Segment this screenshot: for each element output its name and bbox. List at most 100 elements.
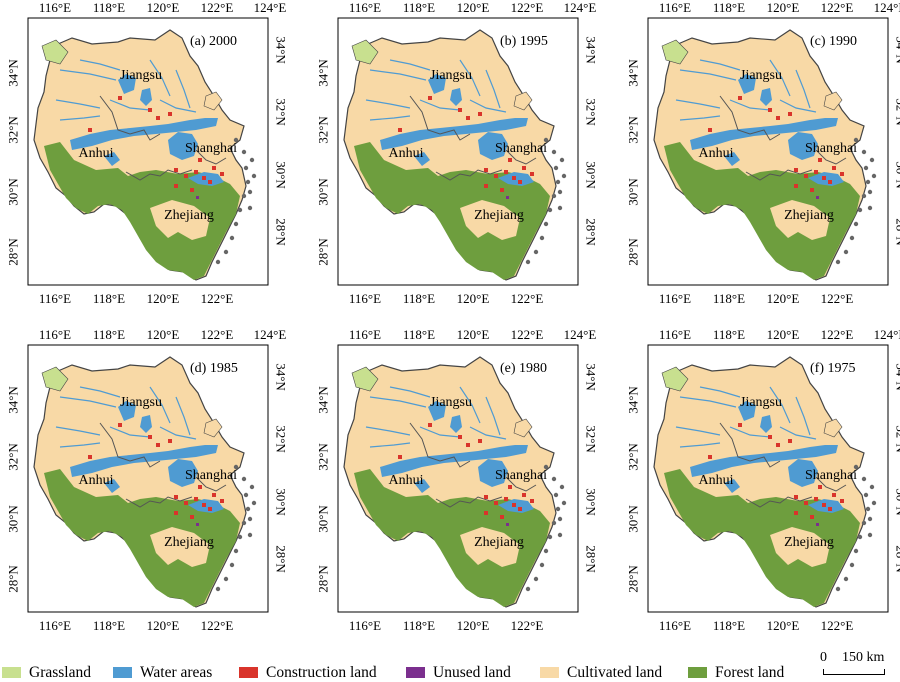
unused-land-patch: [196, 196, 199, 199]
island-dot: [533, 576, 539, 582]
panel-label: (c) 1990: [810, 34, 858, 49]
river-line: [59, 396, 117, 408]
river-line: [485, 396, 501, 436]
construction-land-patch: [788, 439, 792, 443]
province-border: [99, 422, 161, 468]
river-line: [365, 426, 411, 436]
island-dot: [247, 205, 253, 211]
construction-land-patch: [484, 168, 488, 172]
island-dot: [241, 476, 247, 482]
construction-land-patch: [174, 168, 178, 172]
land-use-map: [27, 17, 269, 286]
longitude-tick-top: 116°E: [348, 327, 382, 342]
construction-land-patch: [118, 96, 122, 100]
island-dot: [555, 506, 561, 512]
longitude-tick-bottom: 116°E: [658, 618, 692, 633]
latitude-tick-left: 34°N: [315, 386, 331, 414]
province-border: [505, 476, 537, 492]
construction-land-patch: [148, 108, 152, 112]
island-dot: [551, 193, 557, 199]
province-label-shanghai: Shanghai: [804, 141, 858, 156]
construction-land-patch: [494, 174, 498, 178]
island-dot: [557, 532, 563, 538]
latitude-tick-right: 34°N: [893, 363, 900, 391]
longitude-tick-top: 120°E: [766, 0, 800, 15]
island-dot: [251, 500, 257, 506]
longitude-tick-bottom: 118°E: [402, 291, 436, 306]
province-label-zhejiang: Zhejiang: [784, 535, 834, 550]
island-dot: [551, 520, 557, 526]
forest-land-area: [664, 142, 860, 280]
longitude-tick-bottom: 118°E: [92, 618, 126, 633]
island-dot: [245, 506, 251, 512]
longitude-tick-top: 120°E: [766, 327, 800, 342]
latitude-tick-right: 32°N: [273, 425, 289, 453]
island-dot: [247, 189, 253, 195]
unused-land-swatch: [406, 667, 425, 678]
construction-land-patch: [518, 507, 522, 511]
river-line: [55, 99, 101, 109]
island-dot: [247, 532, 253, 538]
river-line: [149, 59, 171, 97]
latitude-tick-left: 34°N: [315, 59, 331, 87]
island-dot: [867, 532, 873, 538]
latitude-tick-left: 32°N: [625, 443, 641, 471]
river-line: [699, 59, 741, 71]
island-dot: [557, 189, 563, 195]
island-dot: [861, 193, 867, 199]
province-label-zhejiang: Zhejiang: [164, 535, 214, 550]
water-area: [450, 88, 462, 106]
construction-land-patch: [194, 497, 198, 501]
water-areas-swatch: [113, 667, 132, 678]
water-area: [478, 459, 508, 487]
map-panel: 116°E 118°E 120°E 122°E 124°E 116°E 118°E 120°E…: [0, 327, 300, 657]
latitude-tick-left: 30°N: [625, 505, 641, 533]
latitude-tick-left: 28°N: [625, 238, 641, 266]
island-dot: [233, 137, 239, 143]
island-dot: [551, 476, 557, 482]
province-border: [125, 496, 193, 508]
island-dot: [543, 548, 549, 554]
island-dot: [241, 193, 247, 199]
construction-land-patch: [484, 184, 488, 188]
river-line: [369, 115, 411, 121]
grassland-area: [41, 366, 69, 392]
cultivated-land-patch: [770, 527, 830, 567]
construction-land-patch: [828, 180, 832, 184]
island-dot: [843, 249, 849, 255]
construction-land-patch: [788, 112, 792, 116]
island-dot: [553, 492, 559, 498]
longitude-tick-top: 120°E: [146, 327, 180, 342]
river-line: [419, 99, 461, 111]
construction-land-patch: [458, 435, 462, 439]
island-dot: [561, 173, 567, 179]
longitude-tick-top: 124°E: [563, 0, 597, 15]
water-area: [104, 152, 120, 166]
island-dot: [853, 137, 859, 143]
construction-land-patch: [840, 499, 844, 503]
island-dot: [241, 149, 247, 155]
construction-land-patch: [512, 176, 516, 180]
construction-land-patch: [738, 423, 742, 427]
province-border: [719, 95, 781, 141]
longitude-tick-bottom: 120°E: [456, 291, 490, 306]
province-label-zhejiang: Zhejiang: [784, 208, 834, 223]
latitude-tick-right: 30°N: [583, 161, 599, 189]
water-area: [788, 132, 818, 160]
island-dot: [853, 548, 859, 554]
island-dot: [525, 259, 531, 265]
longitude-tick-top: 118°E: [712, 0, 746, 15]
water-area: [168, 132, 198, 160]
longitude-tick-top: 118°E: [402, 0, 436, 15]
island-dot: [525, 586, 531, 592]
construction-land-patch: [212, 166, 216, 170]
construction-land-patch: [184, 174, 188, 178]
cultivated-land-patch: [150, 527, 210, 567]
land-use-map: [337, 17, 579, 286]
island-dot: [871, 500, 877, 506]
construction-land-patch: [804, 501, 808, 505]
legend-label: Cultivated land: [567, 664, 663, 681]
construction-land-patch: [202, 503, 206, 507]
latitude-tick-left: 32°N: [315, 443, 331, 471]
province-label-zhejiang: Zhejiang: [164, 208, 214, 223]
